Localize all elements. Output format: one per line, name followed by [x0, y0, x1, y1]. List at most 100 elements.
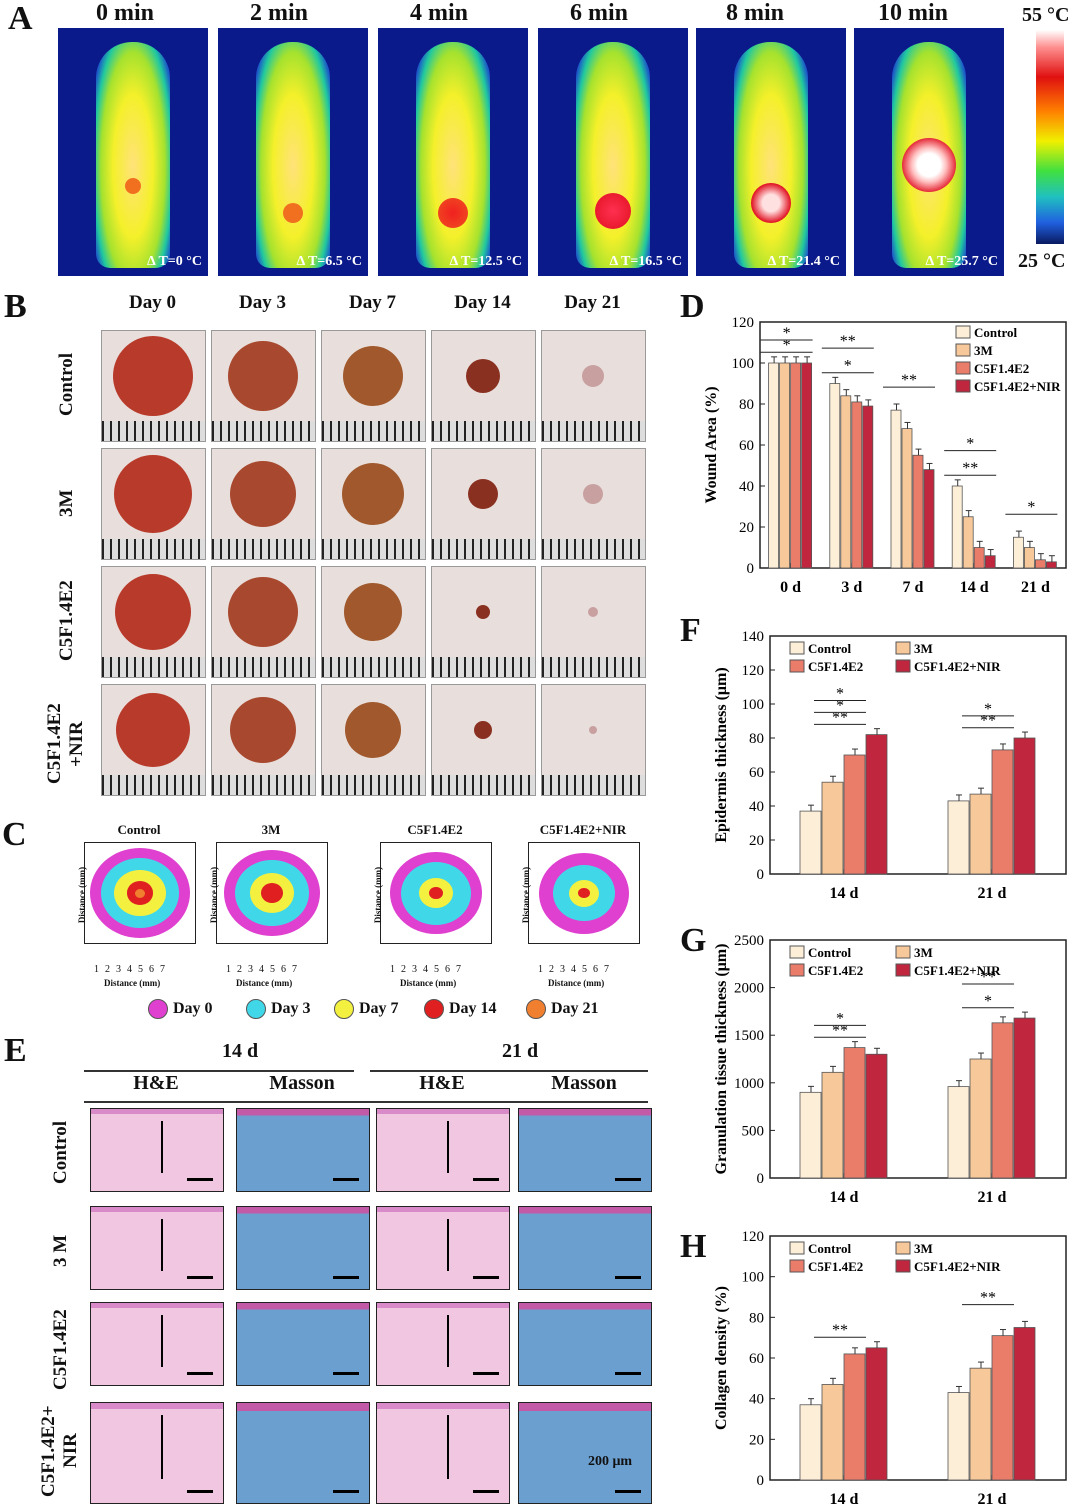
legend-day3: Day 3: [246, 999, 311, 1019]
scale-bar: [473, 1178, 499, 1181]
x-axis-label: Distance (mm): [548, 978, 605, 988]
wound: [230, 697, 296, 763]
y-tick-label: 120: [742, 1229, 765, 1245]
wound-photo: [431, 684, 536, 796]
wound: [113, 336, 193, 416]
legend-swatch: [895, 1259, 911, 1273]
ruler: [322, 539, 425, 559]
legend-swatch: [895, 641, 911, 655]
bar: [991, 749, 1014, 875]
significance-label: **: [980, 713, 996, 730]
wound: [230, 461, 296, 527]
ruler: [432, 775, 535, 795]
thickness-arrow: [447, 1315, 449, 1367]
y-tick-label: 20: [749, 1432, 764, 1448]
wound: [468, 479, 498, 509]
bar: [969, 1367, 992, 1481]
legend-label: C5F1.4E2: [808, 1259, 863, 1274]
y-tick-label: 80: [739, 397, 754, 413]
bar: [821, 1384, 844, 1481]
y-tick-label: 40: [749, 799, 764, 815]
legend-swatch: [789, 659, 805, 673]
histology-image: [518, 1108, 652, 1192]
scale-bar: [333, 1178, 359, 1181]
panel-label-g: G: [680, 922, 707, 959]
legend-label: C5F1.4E2+NIR: [974, 379, 1061, 394]
timepoint-divider: [84, 1070, 354, 1072]
bar: [779, 362, 790, 569]
significance-label: **: [832, 1322, 848, 1339]
legend-swatch: [955, 343, 971, 357]
significance-label: *: [836, 697, 844, 714]
significance-label: **: [840, 333, 856, 350]
legend-label: C5F1.4E2+NIR: [914, 1259, 1001, 1274]
significance-label: *: [783, 325, 791, 342]
contour-plot: [380, 842, 492, 944]
x-tick-label: 14 d: [830, 885, 859, 902]
wound: [228, 341, 298, 411]
ruler: [212, 775, 315, 795]
histology-image: [376, 1108, 510, 1192]
bar: [991, 1022, 1014, 1179]
legend-label: Control: [808, 641, 851, 656]
y-tick-label: 500: [742, 1123, 765, 1139]
ruler: [322, 657, 425, 677]
delta-t-label: Δ T=12.5 °C: [449, 254, 522, 269]
heat-spot: [283, 203, 303, 223]
scale-bar: [473, 1372, 499, 1375]
bar: [821, 1071, 844, 1179]
histology-image: [90, 1302, 224, 1386]
x-tick-label: 14 d: [830, 1189, 859, 1206]
significance-label: *: [984, 701, 992, 718]
x-ticks: 1234567: [226, 964, 303, 975]
panel-label-a: A: [8, 0, 33, 37]
bar: [951, 485, 963, 569]
delta-t-label: Δ T=6.5 °C: [296, 254, 362, 269]
significance-label: **: [832, 709, 848, 726]
histology-image: [90, 1108, 224, 1192]
time-label: 8 min: [726, 0, 785, 26]
legend-label: Day 14: [449, 1000, 497, 1017]
wound: [114, 455, 192, 533]
bar: [843, 1353, 866, 1481]
wound: [582, 365, 604, 387]
bar: [790, 362, 801, 569]
legend-label: Control: [974, 325, 1017, 340]
significance-label: *: [844, 358, 852, 375]
y-axis-label: Wound Area (%): [703, 386, 720, 503]
thickness-arrow: [161, 1415, 163, 1479]
x-tick-label: 0 d: [780, 579, 801, 596]
stain-label: H&E: [133, 1072, 179, 1094]
bar: [973, 547, 985, 569]
scale-bar: [615, 1178, 641, 1181]
contour-title: Control: [117, 822, 161, 837]
thermal-image-1: Δ T=6.5 °C: [218, 28, 368, 276]
y-tick-label: 120: [742, 663, 765, 679]
wound-photo: [101, 330, 206, 442]
delta-t-label: Δ T=25.7 °C: [925, 254, 998, 269]
contour-ring: [429, 886, 443, 900]
day-label: Day 21: [564, 292, 621, 313]
wound: [344, 583, 402, 641]
scale-bar: [333, 1490, 359, 1493]
bar: [843, 754, 866, 875]
thermal-image-0: Δ T=0 °C: [58, 28, 208, 276]
heat-spot: [125, 178, 141, 194]
wound-photo: [321, 448, 426, 560]
y-tick-label: 60: [739, 438, 754, 454]
bar: [768, 362, 779, 569]
x-tick-label: 21 d: [978, 885, 1007, 902]
thickness-arrow: [447, 1415, 449, 1479]
ruler: [102, 539, 205, 559]
histology-image: [90, 1206, 224, 1290]
ruler: [542, 539, 645, 559]
scale-bar: [615, 1490, 641, 1493]
thickness-arrow: [447, 1121, 449, 1173]
legend-swatch: [955, 325, 971, 339]
scale-bar: [473, 1276, 499, 1279]
timepoint-divider: [370, 1070, 648, 1072]
significance-label: *: [783, 337, 791, 354]
wound: [116, 693, 190, 767]
heat-spot: [902, 138, 956, 192]
